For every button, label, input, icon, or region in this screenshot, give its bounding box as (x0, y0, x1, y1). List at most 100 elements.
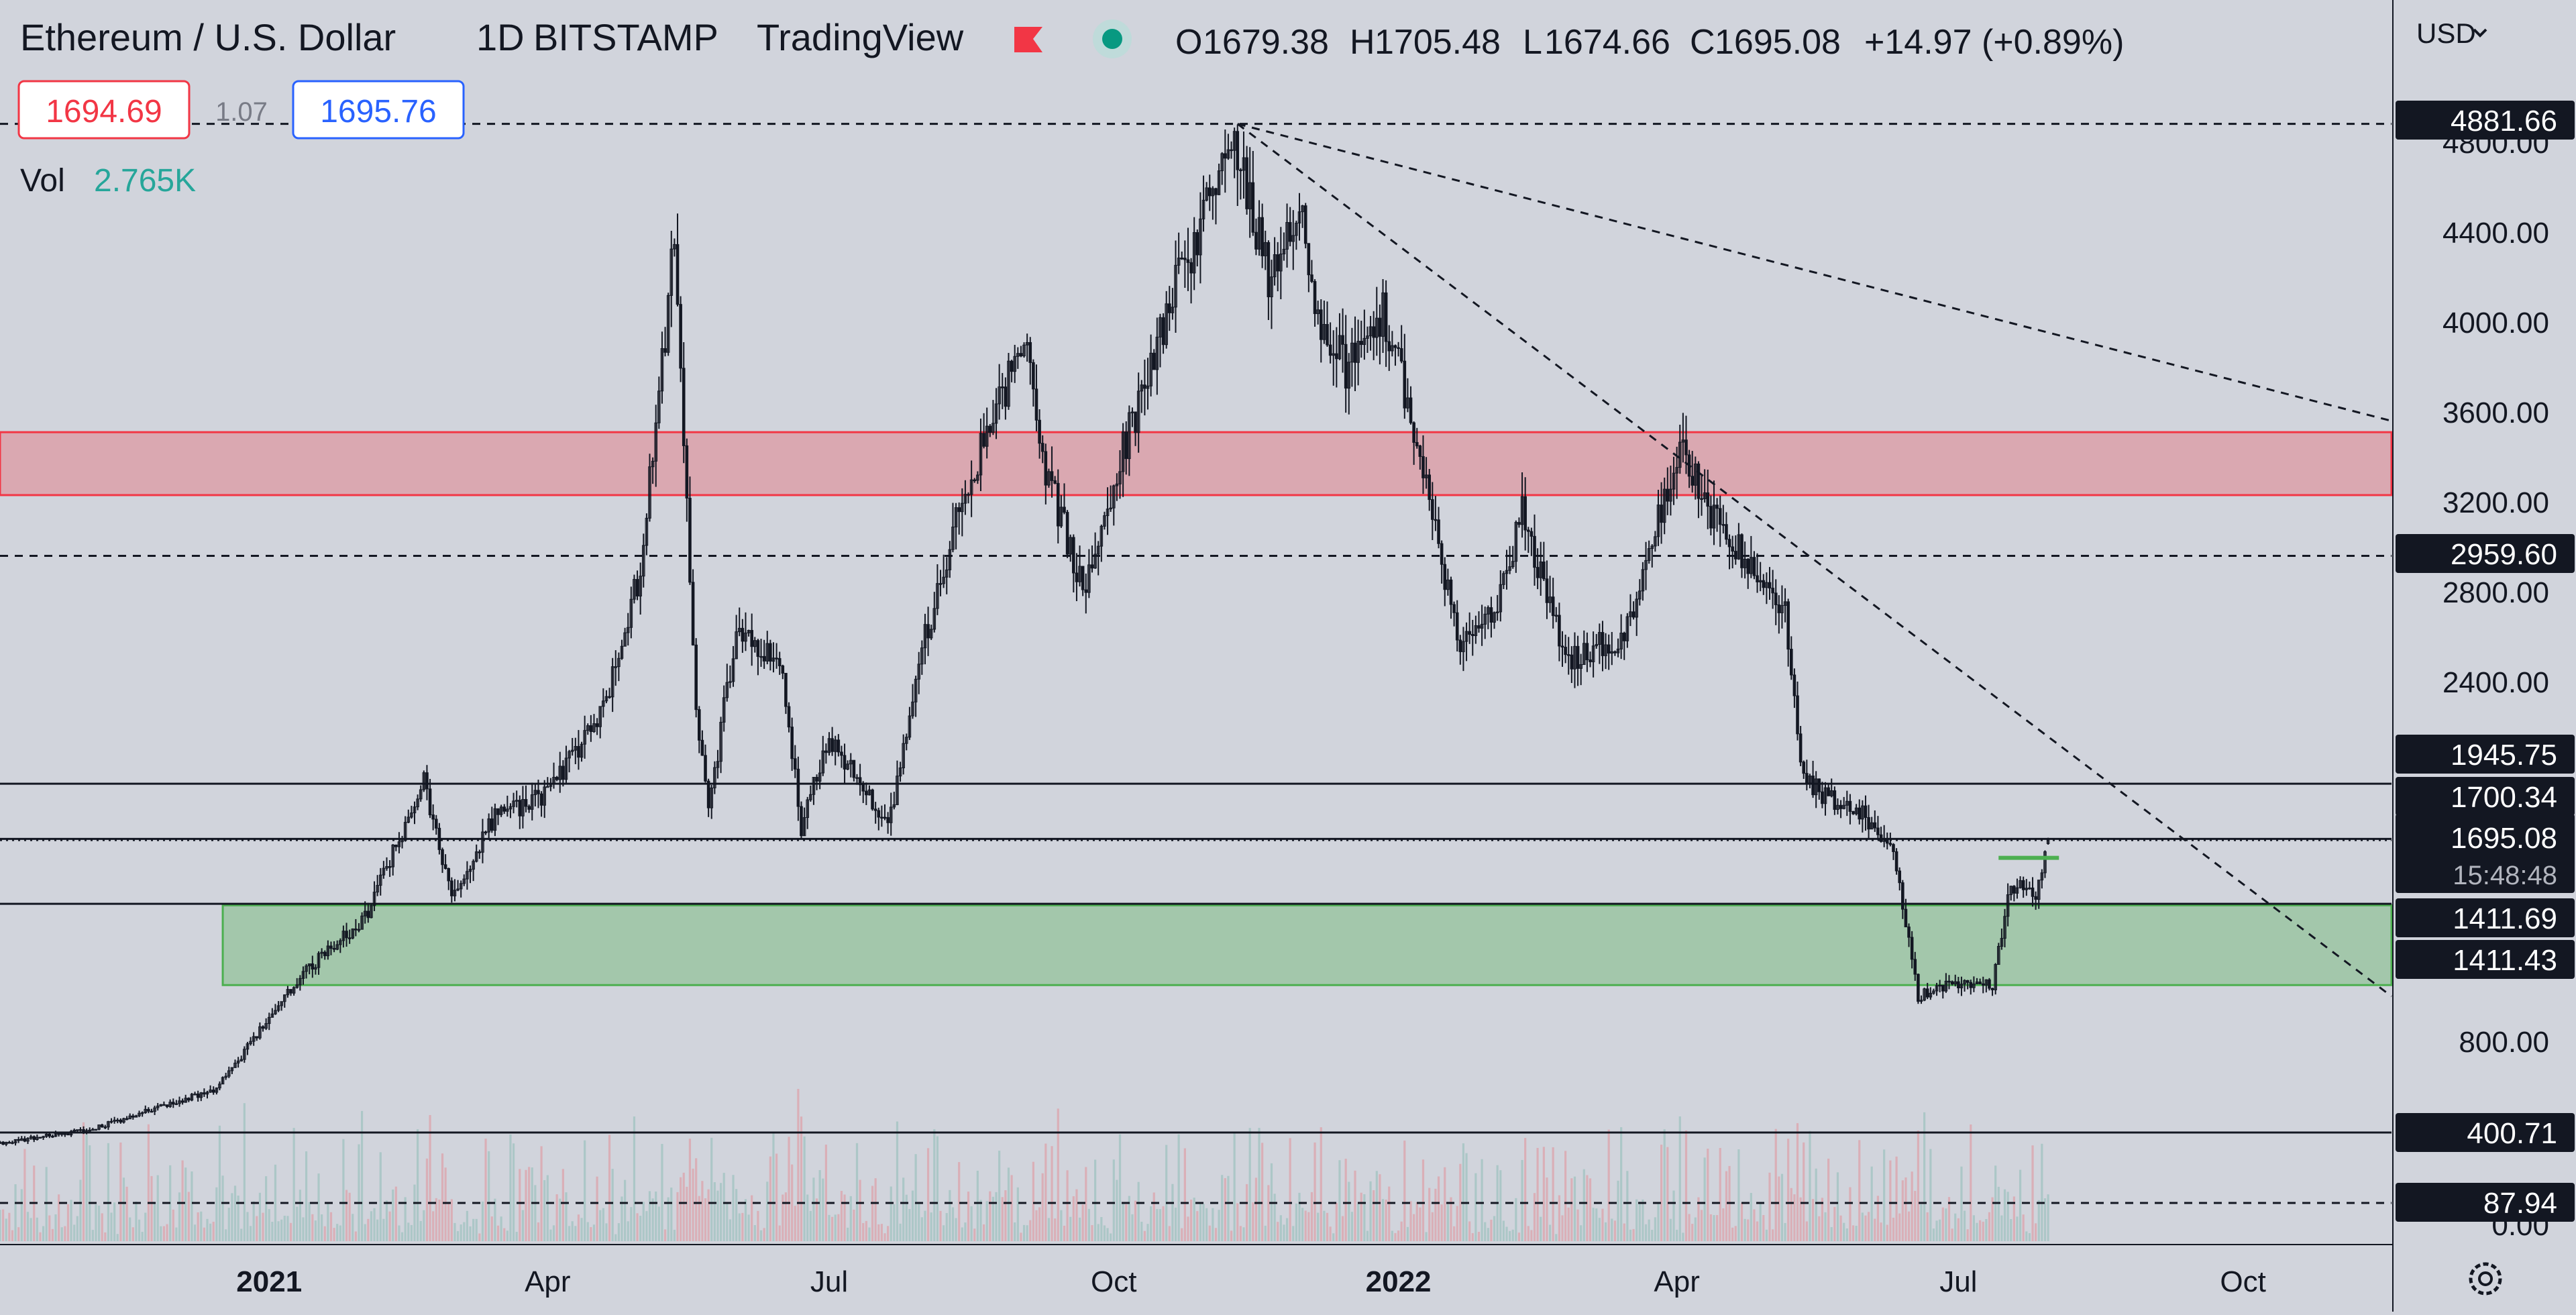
sell-button[interactable] (17, 80, 191, 140)
candle-body (917, 664, 921, 680)
candle-body (1771, 588, 1774, 594)
candle-body (561, 766, 565, 780)
candle-body (833, 739, 837, 752)
volume-bar (1406, 1226, 1409, 1241)
volume-bar (70, 1200, 72, 1241)
volume-bar (1511, 1229, 1514, 1241)
volume-bar (1941, 1207, 1944, 1241)
volume-bar (1985, 1218, 1988, 1241)
candle-body (809, 794, 812, 800)
candle-body (1839, 804, 1843, 809)
volume-bar (1066, 1170, 1069, 1241)
level-label-box[interactable] (2396, 735, 2575, 774)
candle-body (1536, 567, 1540, 578)
chevron-down-icon[interactable] (2473, 28, 2487, 38)
level-label-box[interactable] (2396, 101, 2575, 140)
buy-button[interactable] (292, 80, 465, 140)
volume-bar (1112, 1159, 1115, 1241)
candle-body (1282, 248, 1286, 255)
volume-bar (1886, 1224, 1888, 1241)
candle-body (1069, 537, 1073, 555)
candle-body (42, 1136, 45, 1138)
candle-body (1044, 451, 1048, 486)
interval-label[interactable]: 1D (476, 16, 525, 58)
volume-bar (1444, 1167, 1446, 1241)
candle-body (1016, 353, 1020, 357)
volume-bar (1075, 1189, 1078, 1241)
volume-bar (803, 1136, 806, 1241)
volume-bar (843, 1194, 846, 1241)
volume-bar (1233, 1133, 1236, 1241)
level-label-box[interactable] (2396, 898, 2575, 937)
volume-bar (453, 1222, 456, 1241)
level-label-box[interactable] (2396, 534, 2575, 573)
candle-body (335, 944, 339, 950)
candle-body (1279, 254, 1283, 272)
volume-bar (97, 1205, 101, 1241)
time-scale[interactable]: 2021 Apr Jul Oct 2022 Apr Jul Oct (0, 1244, 2393, 1298)
spread-value: 1.07 (215, 97, 268, 127)
trendline-1[interactable] (1236, 123, 2392, 998)
candle-body (1938, 984, 1941, 987)
current-price-box[interactable] (2396, 814, 2575, 893)
volume-bar (1737, 1149, 1740, 1241)
support-zone[interactable] (221, 904, 2393, 986)
candle-body (193, 1093, 197, 1096)
volume-bar (701, 1181, 704, 1241)
symbol-title[interactable]: Ethereum / U.S. Dollar (20, 16, 396, 58)
flag-icon[interactable] (1014, 27, 1042, 52)
volume-bar (1555, 1234, 1558, 1241)
candle-body (422, 772, 426, 790)
volume-bar (710, 1137, 713, 1241)
candle-body (580, 743, 584, 758)
volume-bar (1341, 1216, 1344, 1241)
volume-bar (1552, 1147, 1554, 1241)
trendlines (1236, 123, 2392, 998)
level-label-box[interactable] (2396, 940, 2575, 979)
candle-body (233, 1063, 237, 1068)
volume-bar (113, 1202, 116, 1241)
candle-body (1548, 596, 1552, 603)
candle-body (1765, 582, 1768, 588)
currency-menu[interactable]: USD (2416, 17, 2476, 49)
volume-bar (496, 1225, 500, 1241)
volume-bar (54, 1214, 57, 1241)
candle-body (1508, 566, 1511, 571)
volume-bar (413, 1184, 416, 1241)
volume-bar (559, 1198, 561, 1241)
volume-bar (911, 1190, 914, 1241)
candle-body (388, 866, 392, 868)
market-status-dot-icon[interactable] (1102, 29, 1122, 49)
level-label-box[interactable] (2396, 1183, 2575, 1222)
candle-body (1725, 524, 1728, 540)
candle-body (1483, 613, 1487, 625)
candle-body (299, 978, 302, 986)
volume-bar (475, 1218, 478, 1241)
volume-bar (1805, 1221, 1808, 1241)
candle-body (1966, 980, 1970, 983)
level-label-box[interactable] (2396, 1113, 2575, 1152)
candle-body (1004, 386, 1008, 407)
candle-body (218, 1084, 221, 1089)
volume-bar (382, 1218, 385, 1241)
volume-bar (1313, 1142, 1316, 1241)
gear-icon[interactable] (2469, 1262, 2502, 1296)
volume-label[interactable]: Vol (20, 163, 65, 199)
trendline-0[interactable] (1237, 123, 2392, 422)
volume-bar (1851, 1225, 1855, 1241)
candle-body (255, 1036, 259, 1039)
candle-body (1214, 188, 1218, 195)
volume-bar (1682, 1232, 1684, 1241)
volume-bar (995, 1192, 998, 1241)
candle-body (821, 750, 825, 774)
candle-body (775, 658, 778, 660)
candle-body (36, 1137, 39, 1141)
candle-body (1263, 242, 1267, 256)
volume-bar (110, 1212, 113, 1241)
price-scale[interactable]: 4800.004400.004000.003600.003200.002800.… (2392, 0, 2576, 1312)
volume-bar (1901, 1180, 1904, 1241)
candle-body (1941, 984, 1945, 992)
resistance-zone[interactable] (0, 431, 2393, 496)
level-label-box[interactable] (2396, 777, 2575, 816)
